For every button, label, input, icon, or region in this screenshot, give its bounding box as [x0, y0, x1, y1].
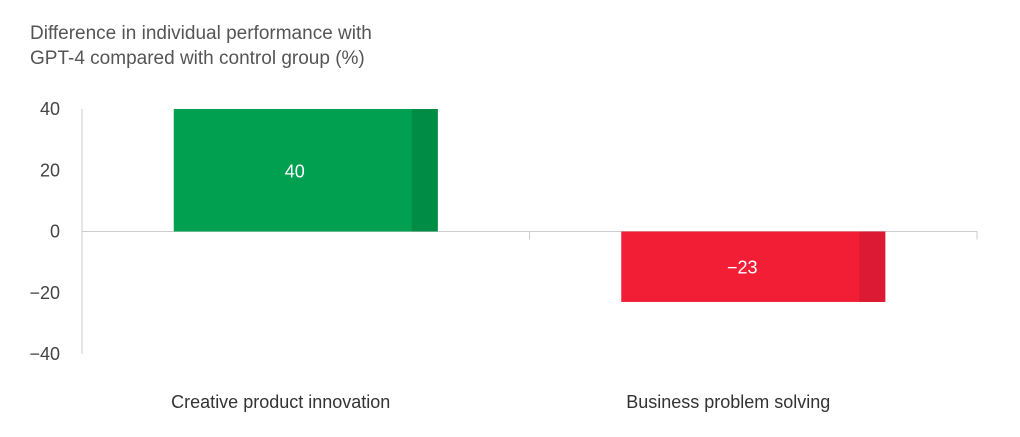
y-axis: 40 20 0 −20 −40 [29, 99, 60, 364]
bar-0 [173, 109, 438, 232]
data-label-1: −23 [727, 258, 758, 278]
bar-shade-0 [411, 109, 438, 232]
y-tick-label: 40 [40, 99, 60, 119]
y-tick-label: −40 [29, 344, 60, 364]
data-label-0: 40 [285, 161, 305, 181]
chart-title-line-1: Difference in individual performance wit… [30, 23, 372, 44]
bars: 40 −23 [173, 109, 886, 302]
chart-title-line-2: GPT-4 compared with control group (%) [30, 48, 365, 69]
category-label-1: Business problem solving [626, 392, 830, 412]
y-tick-label: 0 [50, 222, 60, 242]
bar-1 [621, 231, 886, 302]
bar-shade-1 [859, 231, 886, 302]
category-labels: Creative product innovation Business prob… [171, 392, 830, 412]
category-label-0: Creative product innovation [171, 392, 390, 412]
y-tick-label: −20 [29, 283, 60, 303]
y-tick-label: 20 [40, 160, 60, 180]
